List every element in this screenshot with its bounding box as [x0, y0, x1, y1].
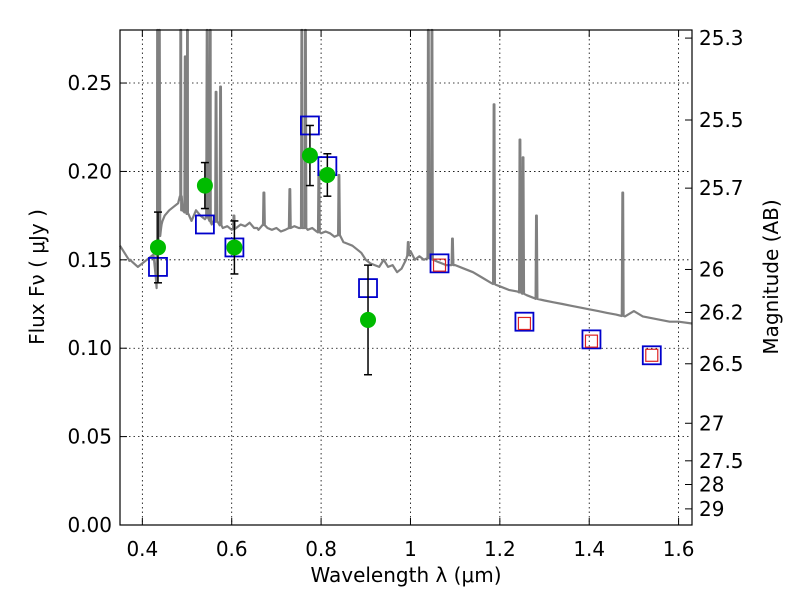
observed-point-marker [301, 147, 318, 164]
y2-tick-label: 29 [699, 497, 724, 521]
model-square-marker [195, 214, 215, 235]
model-square-marker [641, 345, 662, 366]
x-axis-label: Wavelength λ (μm) [310, 563, 501, 587]
x-tick-label: 0.8 [305, 537, 337, 561]
y2-axis-label: Magnitude (AB) [759, 199, 783, 354]
x-tick-label: 1.2 [484, 537, 516, 561]
y2-tick-label: 27.5 [699, 449, 744, 473]
y-tick-label: 0.25 [67, 71, 112, 95]
x-tick-label: 1 [404, 537, 417, 561]
axis-ticks: 0.4 0.6 0.8 1 1.2 1.4 1.6 0.00 0.05 0.10 0.15 0.20 0… [67, 26, 743, 561]
observed-point-marker [360, 311, 377, 328]
y-axis-label: Flux Fν ( μJy ) [25, 209, 49, 345]
y2-tick-label: 25.3 [699, 26, 744, 50]
y-tick-label: 0.15 [67, 248, 112, 272]
model-square-marker [514, 311, 535, 332]
observed-point-marker [196, 177, 213, 194]
nir-square-marker [517, 316, 532, 331]
model-spectrum [119, 28, 693, 325]
observed-point-marker [319, 166, 336, 183]
y-tick-label: 0.05 [67, 425, 112, 449]
plot-frame [119, 29, 693, 526]
x-tick-label: 1.6 [663, 537, 695, 561]
x-tick-label: 1.4 [573, 537, 605, 561]
model-square-marker [581, 329, 602, 350]
y2-tick-label: 25.5 [699, 108, 744, 132]
y-tick-label: 0.20 [67, 159, 112, 183]
model-square-marker [429, 253, 450, 274]
nir-square-marker [432, 258, 447, 272]
data-markers [148, 115, 662, 376]
observed-point-marker [226, 239, 243, 256]
x-tick-label: 0.4 [126, 537, 158, 561]
y2-tick-label: 26.5 [699, 352, 744, 376]
y-tick-label: 0.00 [67, 513, 112, 537]
y2-tick-label: 28 [699, 473, 724, 497]
y-tick-label: 0.10 [67, 336, 112, 360]
y2-tick-label: 27 [699, 411, 724, 435]
y2-tick-label: 26 [699, 257, 724, 281]
y2-tick-label: 26.2 [699, 300, 744, 324]
y2-tick-label: 25.7 [699, 176, 744, 200]
spectrum-line [119, 28, 693, 325]
x-tick-label: 0.6 [216, 537, 248, 561]
nir-square-marker [584, 334, 599, 348]
observed-point-marker [149, 239, 166, 256]
nir-square-marker [645, 348, 659, 362]
